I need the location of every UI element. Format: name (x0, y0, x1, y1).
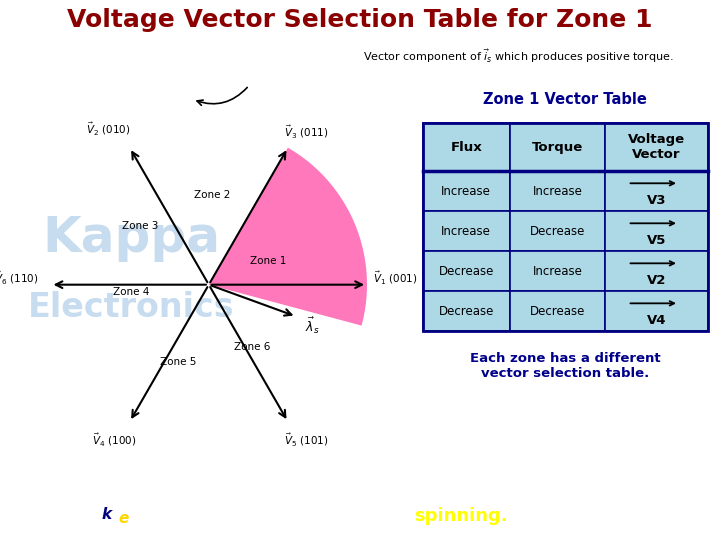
Text: Zone 1 Vector Table: Zone 1 Vector Table (483, 92, 647, 107)
Text: e: e (119, 511, 129, 525)
Text: Decrease: Decrease (438, 265, 494, 278)
Text: Keeping your motors: Keeping your motors (158, 507, 377, 525)
Text: $\vec{\lambda}_s$: $\vec{\lambda}_s$ (305, 315, 319, 336)
Bar (605, 171, 708, 211)
Text: $\vec{V}_6$ (110): $\vec{V}_6$ (110) (0, 270, 39, 287)
Text: Torque: Torque (532, 140, 583, 153)
Text: Zone 1: Zone 1 (250, 256, 286, 266)
Bar (605, 211, 708, 251)
Text: Voltage Vector Selection Table for Zone 1: Voltage Vector Selection Table for Zone … (67, 8, 653, 32)
Text: V3: V3 (647, 194, 666, 207)
Bar (510, 211, 605, 251)
Text: Electronics: Electronics (28, 292, 235, 325)
Bar (423, 211, 510, 251)
Text: Zone 5: Zone 5 (160, 357, 196, 367)
Text: Zone 3: Zone 3 (122, 221, 158, 231)
Text: Zone 6: Zone 6 (234, 342, 271, 352)
Polygon shape (209, 148, 367, 326)
Text: $\vec{V}_3$ (011): $\vec{V}_3$ (011) (284, 124, 329, 141)
Bar (510, 292, 605, 332)
Text: Increase: Increase (532, 265, 582, 278)
Bar (605, 123, 708, 171)
Bar (605, 251, 708, 292)
Text: Decrease: Decrease (530, 225, 585, 238)
Text: $\vec{V}_2$ (010): $\vec{V}_2$ (010) (86, 120, 130, 138)
Text: Flux: Flux (450, 140, 482, 153)
Text: $\vec{V}_1$ (001): $\vec{V}_1$ (001) (373, 270, 417, 287)
Bar (423, 123, 708, 332)
Text: Each zone has a different
vector selection table.: Each zone has a different vector selecti… (470, 353, 660, 380)
Bar (423, 292, 510, 332)
Text: Increase: Increase (441, 225, 491, 238)
Text: Dave Wilson: Dave Wilson (629, 511, 698, 521)
Text: V4: V4 (647, 314, 666, 327)
Text: $\vec{V}_5$ (101): $\vec{V}_5$ (101) (284, 432, 329, 449)
Text: V2: V2 (647, 274, 666, 287)
Text: V5: V5 (647, 234, 666, 247)
Text: Kappa: Kappa (42, 214, 220, 262)
Text: Increase: Increase (532, 185, 582, 198)
Text: k: k (102, 507, 112, 522)
Bar (605, 292, 708, 332)
Text: Increase: Increase (441, 185, 491, 198)
Bar (510, 171, 605, 211)
Text: Zone 2: Zone 2 (194, 190, 230, 200)
Text: Vector component of $\vec{i}_s$ which produces positive torque.: Vector component of $\vec{i}_s$ which pr… (363, 48, 674, 65)
Text: $\vec{V}_4$ (100): $\vec{V}_4$ (100) (92, 432, 136, 449)
Text: spinning.: spinning. (414, 507, 508, 525)
Bar (510, 251, 605, 292)
Bar (510, 123, 605, 171)
Text: Voltage
Vector: Voltage Vector (628, 133, 685, 161)
Text: Zone 4: Zone 4 (113, 287, 150, 298)
Bar (423, 251, 510, 292)
Bar (423, 171, 510, 211)
Text: Decrease: Decrease (530, 305, 585, 318)
Text: Decrease: Decrease (438, 305, 494, 318)
Bar (423, 123, 510, 171)
